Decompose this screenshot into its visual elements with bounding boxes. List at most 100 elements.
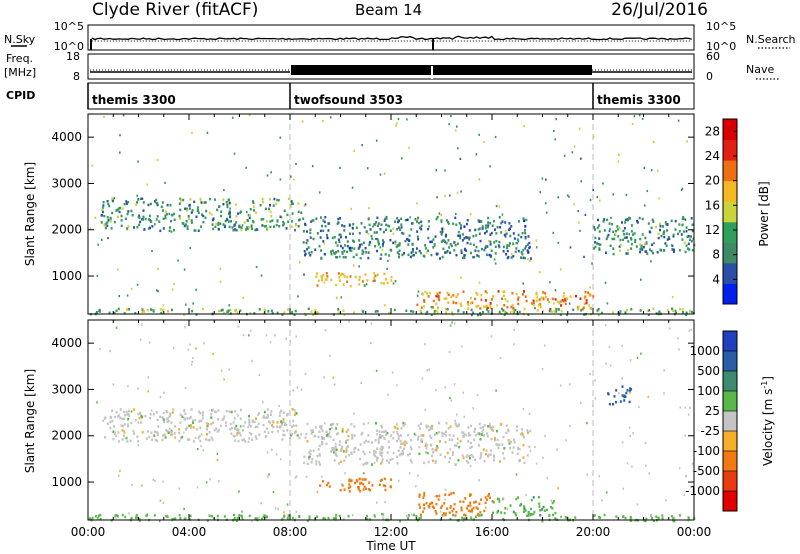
- scatter-cell-0-0: [126, 202, 128, 205]
- scatter-cell-1-4: [504, 507, 507, 510]
- scatter-noise: [460, 276, 462, 279]
- scatter-cell-0-0: [108, 204, 111, 208]
- scatter-noise: [343, 517, 345, 520]
- scatter-noise: [228, 304, 231, 307]
- scatter-cell-0-1: [345, 236, 347, 239]
- scatter-cell-0-3: [469, 296, 472, 300]
- scatter-cell-0-0: [275, 223, 278, 227]
- scatter-cell-1-1: [430, 444, 433, 447]
- scatter-noise: [170, 230, 173, 233]
- scatter-noise: [146, 183, 149, 186]
- scatter-cell-0-4: [630, 224, 633, 227]
- scatter-noise: [424, 408, 427, 411]
- scatter-cell-0-4: [672, 233, 675, 237]
- scatter-cell-0-3: [467, 300, 469, 304]
- scatter-cell-1-6: [298, 515, 301, 518]
- scatter-cell-1-1: [515, 425, 518, 428]
- scatter-cell-1-0: [255, 417, 257, 420]
- scatter-noise: [375, 369, 378, 372]
- scatter-cell-0-1: [502, 250, 505, 253]
- scatter-noise: [220, 369, 223, 372]
- scatter-cell-0-1: [505, 232, 508, 235]
- scatter-cell-0-0: [264, 225, 267, 228]
- scatter-noise: [606, 302, 609, 305]
- scatter-cell-1-6: [165, 514, 168, 518]
- scatter-cell-1-1: [373, 450, 376, 453]
- scatter-cell-1-0: [230, 410, 233, 414]
- scatter-cell-1-6: [322, 517, 325, 520]
- scatter-noise: [195, 288, 197, 291]
- scatter-cell-1-4: [514, 512, 517, 515]
- scatter-cell-0-0: [166, 203, 169, 207]
- scatter-cell-0-1: [414, 218, 417, 221]
- scatter-cell-1-0: [243, 438, 246, 441]
- scatter-cell-0-4: [644, 236, 647, 240]
- scatter-cell-0-1: [320, 216, 322, 219]
- scatter-cell-0-3: [475, 291, 478, 295]
- scatter-cell-0-3: [523, 290, 525, 293]
- scatter-cell-0-3: [535, 299, 538, 303]
- scatter-cell-1-1: [318, 452, 321, 456]
- scatter-cell-1-0: [129, 439, 132, 442]
- scatter-cell-0-4: [630, 230, 633, 233]
- scatter-cell-0-1: [487, 216, 490, 220]
- scatter-noise: [136, 283, 139, 286]
- scatter-cell-0-4: [596, 242, 599, 245]
- scatter-cell-1-1: [473, 438, 476, 441]
- scatter-cell-0-1: [416, 220, 418, 223]
- scatter-cell-0-0: [222, 223, 225, 226]
- scatter-noise: [663, 392, 665, 395]
- scatter-cell-0-4: [668, 237, 671, 240]
- scatter-cell-0-4: [664, 242, 667, 245]
- beam-title: Beam 14: [355, 1, 422, 19]
- scatter-cell-0-0: [131, 214, 134, 217]
- scatter-cell-0-1: [469, 242, 472, 246]
- scatter-cell-1-1: [386, 431, 389, 435]
- scatter-cell-1-0: [172, 408, 175, 411]
- scatter-cell-0-4: [642, 245, 645, 249]
- scatter-cell-0-4: [650, 226, 653, 230]
- scatter-cell-1-1: [527, 431, 529, 434]
- scatter-cell-1-0: [300, 433, 303, 436]
- scatter-cell-0-4: [674, 219, 677, 223]
- scatter-cell-1-1: [378, 434, 381, 437]
- scatter-cell-1-1: [470, 424, 473, 428]
- scatter-cell-0-0: [111, 211, 114, 215]
- scatter-cell-1-1: [362, 450, 365, 454]
- scatter-cell-1-6: [480, 513, 483, 517]
- scatter-cell-0-1: [330, 252, 333, 256]
- scatter-noise: [199, 199, 202, 202]
- scatter-cell-1-1: [347, 445, 349, 448]
- scatter-noise: [499, 356, 502, 359]
- scatter-cell-0-5: [291, 311, 294, 314]
- scatter-cell-1-1: [374, 439, 377, 442]
- scatter-cell-0-0: [193, 229, 196, 232]
- scatter-cell-0-1: [417, 238, 420, 241]
- scatter-cell-1-6: [661, 514, 664, 517]
- scatter-noise: [339, 166, 341, 169]
- scatter-cell-0-0: [187, 215, 190, 218]
- scatter-cell-0-1: [468, 229, 471, 232]
- scatter-noise: [266, 174, 269, 177]
- scatter-cell-0-1: [506, 256, 509, 260]
- scatter-noise: [233, 152, 236, 155]
- scatter-cell-1-2: [368, 481, 371, 484]
- scatter-cell-1-1: [424, 442, 427, 446]
- scatter-cell-0-3: [436, 292, 439, 295]
- scatter-cell-0-0: [104, 226, 107, 230]
- scatter-noise: [162, 501, 165, 505]
- scatter-cell-0-3: [531, 302, 534, 305]
- scatter-cell-0-1: [344, 256, 347, 259]
- scatter-cell-0-0: [181, 222, 184, 225]
- scatter-cell-0-0: [186, 225, 189, 228]
- scatter-cell-1-6: [452, 513, 455, 517]
- scatter-cell-0-1: [343, 225, 346, 228]
- scatter-noise: [636, 356, 639, 359]
- scatter-cell-1-0: [121, 429, 124, 432]
- scatter-noise: [301, 120, 304, 123]
- scatter-cell-1-1: [505, 431, 508, 435]
- scatter-cell-0-3: [584, 297, 587, 300]
- scatter-cell-1-1: [458, 445, 461, 449]
- scatter-cell-0-0: [103, 224, 106, 227]
- scatter-cell-1-1: [304, 436, 307, 439]
